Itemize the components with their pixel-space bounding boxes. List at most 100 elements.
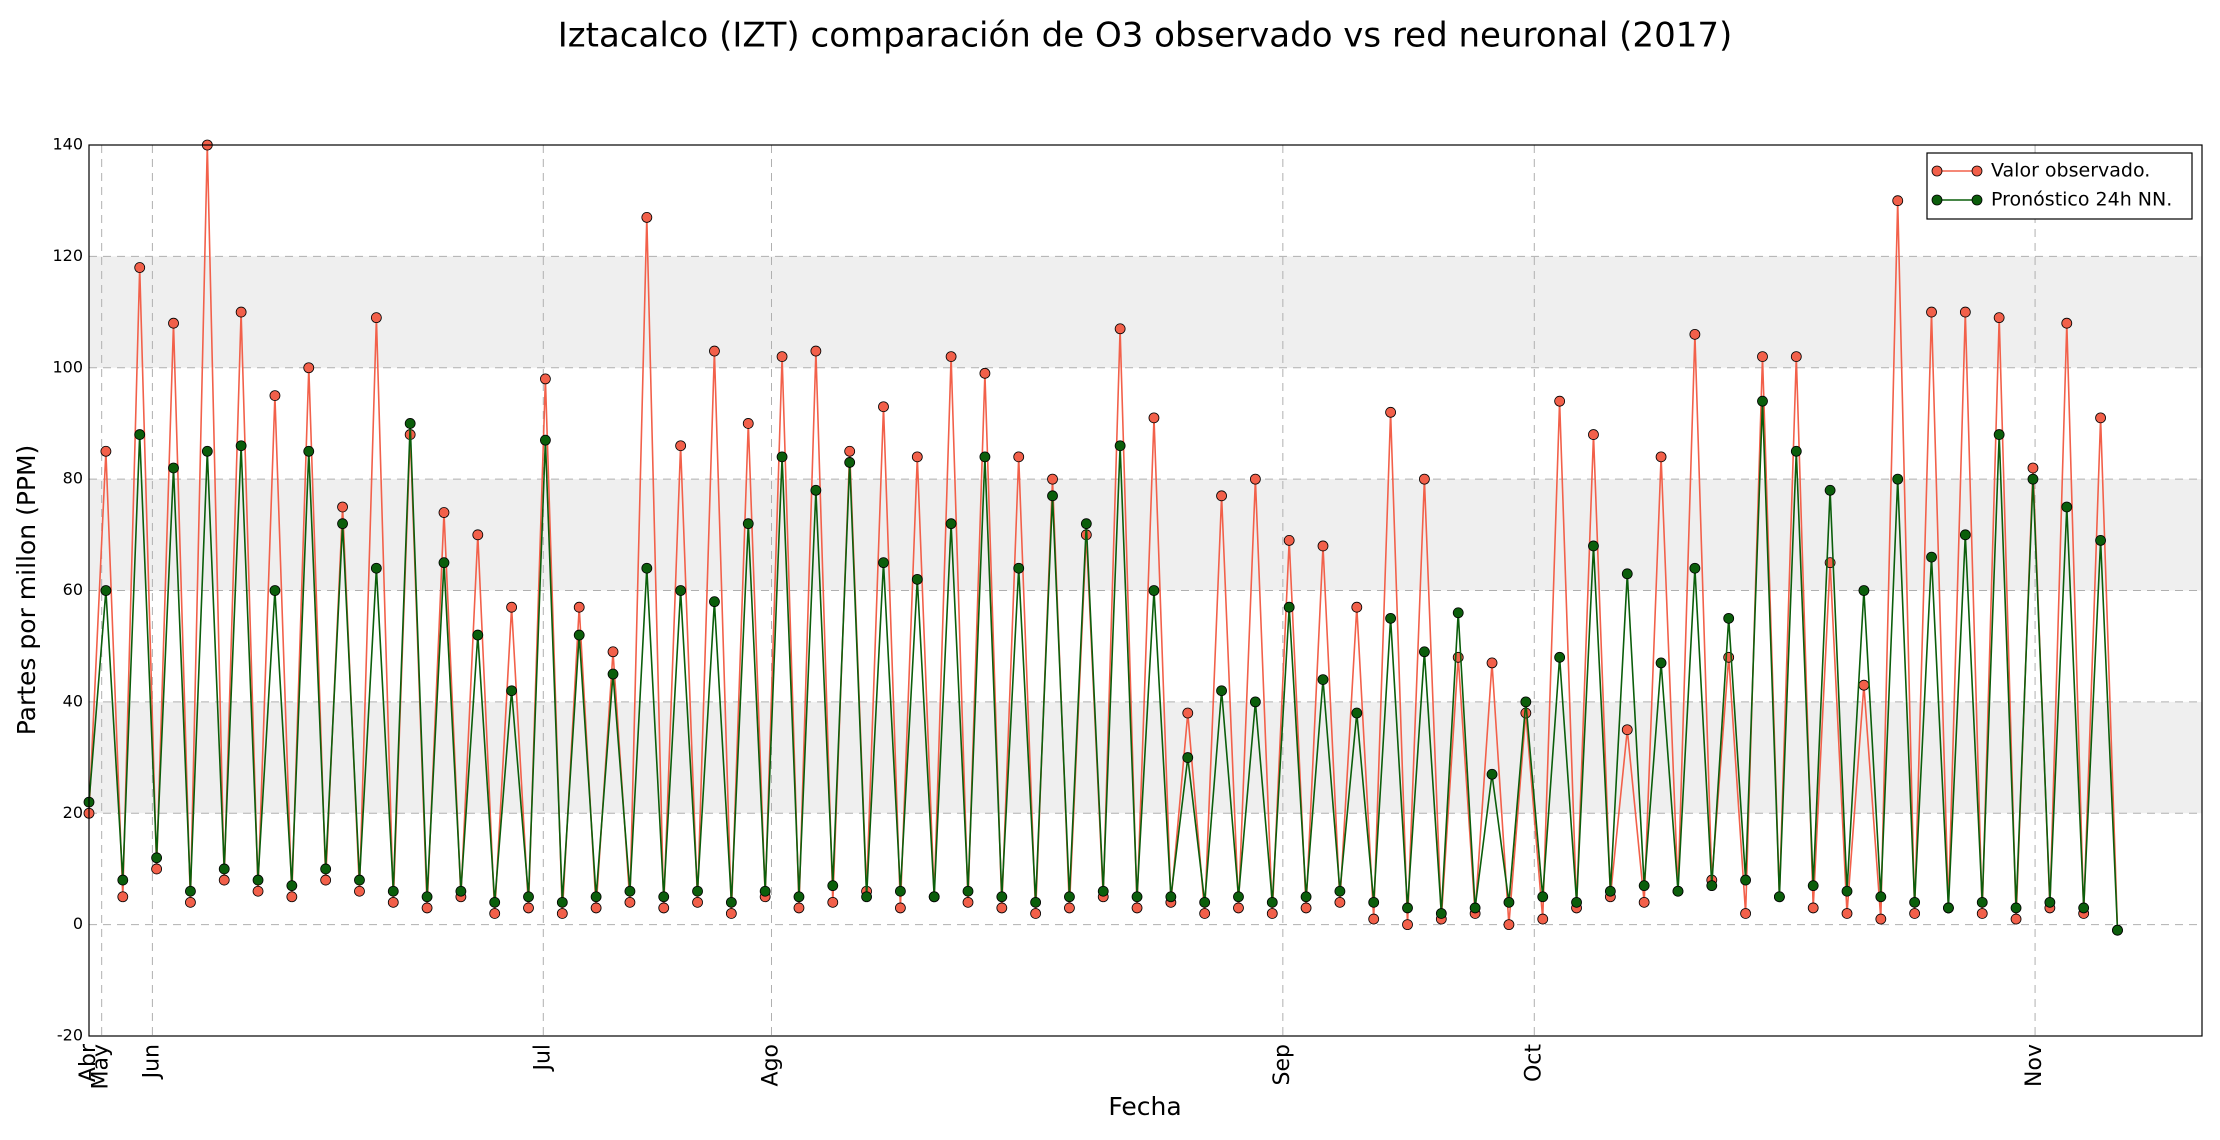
x-tick-label: Nov: [2022, 1044, 2047, 1087]
data-point: [1064, 891, 1075, 903]
data-point: [962, 885, 974, 897]
data-point: [1249, 696, 1261, 708]
data-point: [2010, 913, 2022, 925]
x-axis-label: Fecha: [1108, 1092, 1181, 1121]
data-point: [1554, 395, 1566, 407]
data-point: [134, 262, 146, 273]
data-point: [2061, 501, 2073, 513]
data-point: [641, 211, 653, 223]
data-point: [725, 896, 737, 908]
data-point: [1723, 612, 1735, 624]
data-point: [894, 902, 906, 914]
data-point: [742, 418, 754, 429]
data-point: [489, 896, 501, 908]
data-point: [117, 891, 129, 903]
data-point: [1249, 473, 1261, 485]
y-tick-label: 40: [63, 691, 83, 710]
data-point: [911, 451, 923, 463]
data-point: [1351, 601, 1363, 613]
x-tick-label: Abr: [76, 1043, 101, 1082]
data-point: [168, 317, 179, 329]
data-point: [1199, 896, 1211, 908]
data-point: [1520, 696, 1532, 708]
data-point: [1402, 902, 1413, 914]
data-point: [1571, 896, 1582, 908]
data-point: [421, 891, 433, 903]
y-tick-label: 140: [52, 135, 83, 154]
data-point: [742, 518, 754, 530]
data-point: [286, 891, 298, 903]
data-point: [675, 440, 687, 452]
data-point: [1926, 306, 1937, 318]
data-point: [1790, 445, 1802, 457]
data-point: [658, 891, 670, 903]
data-point: [844, 457, 856, 468]
data-point: [979, 451, 991, 463]
data-point: [590, 902, 602, 914]
data-point: [252, 874, 264, 886]
data-point: [337, 518, 348, 530]
data-point: [1909, 908, 1921, 919]
data-point: [303, 362, 315, 374]
x-tick-label: Jul: [530, 1044, 555, 1073]
data-point: [556, 908, 568, 919]
data-point: [1740, 874, 1751, 886]
data-point: [709, 345, 720, 357]
data-point: [1148, 412, 1160, 424]
data-point: [1621, 724, 1633, 736]
data-point: [472, 629, 484, 641]
data-point: [354, 874, 365, 886]
data-point: [1233, 902, 1244, 914]
data-point: [168, 462, 179, 474]
data-point: [928, 891, 940, 903]
data-point: [540, 434, 551, 446]
data-point: [1300, 902, 1312, 914]
y-tick-label: 120: [52, 246, 83, 265]
data-point: [1537, 913, 1549, 925]
data-point: [624, 896, 636, 908]
data-point: [1858, 585, 1870, 596]
data-point: [201, 445, 213, 457]
data-point: [100, 585, 112, 596]
data-point: [1638, 880, 1650, 892]
data-point: [1892, 195, 1904, 207]
data-point: [134, 429, 146, 440]
data-point: [1064, 902, 1075, 914]
data-point: [354, 885, 365, 897]
data-point: [776, 451, 788, 463]
data-point: [793, 891, 805, 903]
data-point: [1959, 529, 1971, 541]
data-point: [2078, 902, 2090, 914]
data-point: [1368, 913, 1380, 925]
data-point: [2010, 902, 2022, 914]
data-point: [1266, 896, 1278, 908]
data-point: [303, 445, 315, 457]
data-point: [1621, 568, 1633, 580]
data-point: [1841, 908, 1853, 919]
data-point: [218, 874, 230, 886]
data-point: [1030, 896, 1042, 908]
data-point: [252, 885, 264, 897]
data-point: [1672, 885, 1684, 897]
data-point: [725, 908, 737, 919]
data-point: [489, 908, 501, 919]
data-point: [1368, 896, 1380, 908]
data-point: [1875, 913, 1887, 925]
data-point: [1334, 896, 1346, 908]
data-point: [404, 418, 416, 429]
data-point: [151, 863, 163, 875]
data-point: [641, 562, 653, 574]
legend-label: Pronóstico 24h NN.: [1991, 189, 2172, 211]
data-point: [1114, 323, 1126, 335]
data-point: [1604, 885, 1616, 897]
data-point: [1926, 551, 1937, 563]
data-point: [590, 891, 602, 903]
x-tick-label: Oct: [1521, 1044, 1546, 1082]
y-tick-label: 80: [63, 469, 83, 488]
y-tick-label: 60: [63, 580, 83, 599]
data-point: [218, 863, 230, 875]
data-point: [1554, 651, 1566, 663]
data-point: [996, 902, 1008, 914]
data-point: [945, 518, 957, 530]
data-point: [1013, 562, 1025, 574]
